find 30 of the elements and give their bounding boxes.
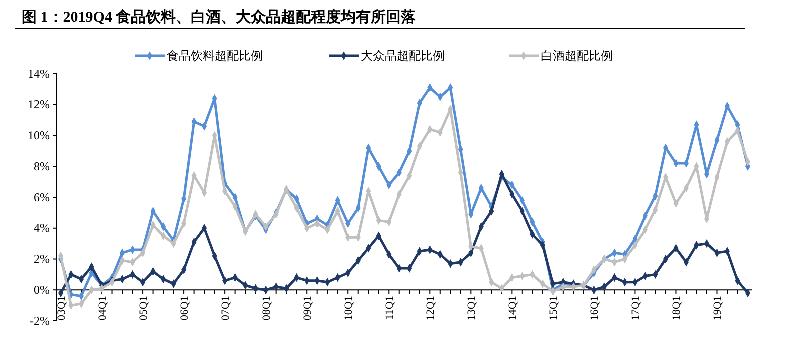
x-tick-label: 10Q1 <box>342 296 355 321</box>
x-tick-label: 17Q1 <box>630 296 642 321</box>
x-tick-label: 06Q1 <box>178 296 191 321</box>
x-tick-label: 12Q1 <box>424 296 437 321</box>
y-tick-label: -2% <box>30 314 50 328</box>
y-tick-label: 6% <box>34 190 50 204</box>
x-tick-label: 19Q1 <box>712 296 724 321</box>
legend-label: 白酒超配比例 <box>541 49 613 64</box>
y-tick-label: 0% <box>34 282 50 297</box>
legend-label: 食品饮料超配比例 <box>167 49 263 64</box>
x-tick-label: 03Q1 <box>56 296 68 321</box>
x-tick-label: 18Q1 <box>671 296 684 321</box>
x-tick-label: 08Q1 <box>260 296 273 321</box>
y-tick-label: 12% <box>28 98 50 112</box>
y-tick-label: 2% <box>34 252 50 266</box>
x-tick-label: 13Q1 <box>466 296 478 321</box>
x-tick-label: 05Q1 <box>138 296 150 321</box>
y-tick-label: 10% <box>28 128 50 143</box>
x-tick-label: 09Q1 <box>302 296 314 321</box>
x-tick-label: 14Q1 <box>507 296 520 321</box>
y-tick-label: 4% <box>34 221 50 236</box>
x-tick-label: 07Q1 <box>220 296 232 321</box>
x-tick-label: 04Q1 <box>96 296 109 321</box>
y-tick-label: 8% <box>34 159 50 174</box>
legend-label: 大众品超配比例 <box>361 49 445 64</box>
x-tick-label: 15Q1 <box>548 296 560 321</box>
chart-title: 图 1：2019Q4 食品饮料、白酒、大众品超配程度均有所回落 <box>22 8 418 26</box>
x-tick-label: 16Q1 <box>589 296 602 321</box>
y-tick-label: 14% <box>28 66 50 81</box>
x-tick-label: 11Q1 <box>384 296 396 320</box>
